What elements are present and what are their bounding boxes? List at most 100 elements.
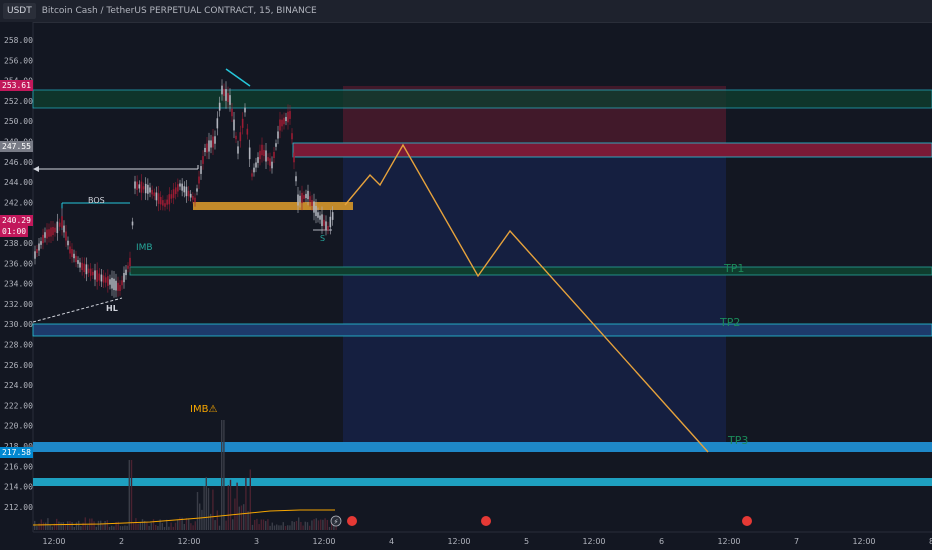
volume-bar [144, 520, 146, 530]
price-tick-label: 216.00 [4, 462, 33, 471]
volume-bar [163, 526, 166, 530]
volume-bar [100, 520, 102, 530]
candle-body [214, 136, 216, 144]
volume-bar [273, 525, 276, 530]
volume-bar [146, 522, 148, 530]
volume-bar [155, 524, 157, 530]
volume-bar [128, 460, 130, 530]
price-tick-label: 250.00 [4, 117, 33, 126]
price-label-247: 247.55 [0, 141, 33, 152]
candle-body [237, 146, 239, 154]
candle-body [269, 158, 271, 166]
candle-body [305, 193, 307, 199]
price-tick-label: 244.00 [4, 178, 33, 187]
volume-bar [45, 522, 47, 530]
candle-body [34, 251, 36, 259]
bos-label: BOS [88, 196, 105, 205]
candle-body [244, 107, 246, 113]
price-tick-label: 224.00 [4, 381, 33, 390]
lightning-icon[interactable] [330, 515, 342, 527]
candle-body [202, 156, 204, 164]
volume-bar [212, 489, 214, 530]
volume-bar [75, 522, 78, 530]
volume-bar [133, 522, 135, 530]
candle-body [87, 268, 90, 273]
candle-body [123, 273, 125, 283]
volume-bar [243, 504, 245, 530]
volume-bar [280, 525, 282, 530]
target-zone [343, 146, 726, 442]
symbol-button[interactable]: USDT [3, 3, 36, 19]
candle-body [287, 111, 289, 123]
imb-label: IMB [136, 243, 153, 253]
volume-bar [174, 522, 177, 530]
time-tick-label: 12:00 [447, 537, 470, 546]
candle-body [315, 205, 317, 217]
zone-tp3 [33, 442, 932, 452]
time-tick-label: 7 [794, 537, 799, 546]
volume-bar [238, 506, 240, 530]
volume-bar [326, 519, 328, 530]
candle-body [52, 226, 54, 236]
news-icon[interactable] [481, 516, 491, 526]
price-tick-label: 234.00 [4, 280, 33, 289]
peak-line [225, 68, 251, 87]
volume-bar [60, 522, 62, 530]
candle-body [77, 260, 79, 264]
candle-body [265, 150, 267, 162]
price-tick-label: 256.00 [4, 56, 33, 65]
candle-body [293, 152, 295, 163]
candle-body [155, 192, 158, 201]
price-tick-label: 258.00 [4, 36, 33, 45]
volume-bar [58, 521, 60, 530]
candle-body [170, 194, 173, 199]
s-label: S [320, 234, 325, 243]
price-tick-label: 238.00 [4, 239, 33, 248]
candle-body [181, 183, 183, 191]
volume-bar [245, 477, 247, 530]
news-icon[interactable] [742, 516, 752, 526]
volume-bar [172, 526, 174, 530]
volume-bar [104, 521, 106, 530]
volume-bar [86, 525, 89, 530]
volume-bar [42, 522, 45, 530]
candle-body [174, 187, 177, 195]
candle-body [79, 262, 81, 268]
candle-body [85, 264, 88, 275]
volume-bar [320, 519, 322, 530]
price-label-current: 240.29 [0, 215, 33, 226]
hl-dashed-line [32, 297, 123, 323]
candle-body [261, 144, 263, 156]
candle-body [138, 184, 141, 189]
symbol-title: Bitcoin Cash / TetherUS PERPETUAL CONTRA… [41, 6, 317, 16]
volume-bar [78, 520, 80, 530]
candle-body [166, 199, 168, 205]
candle-body [40, 241, 42, 245]
volume-bar [64, 524, 67, 530]
volume-bar [276, 524, 278, 530]
candle-body [279, 119, 281, 131]
candle-body [71, 249, 73, 257]
volume-bar [256, 518, 258, 530]
volume-bar [82, 522, 84, 530]
volume-bar [139, 522, 141, 530]
candle-body [317, 212, 319, 218]
volume-bar [309, 525, 311, 530]
candle-body [307, 190, 309, 200]
price-label-current-time: 01:00 [0, 226, 29, 237]
volume-bar [51, 526, 53, 530]
candle-body [241, 118, 244, 128]
zone-tp2 [32, 323, 932, 337]
candle-body [113, 278, 115, 291]
tp1-label: TP1 [723, 262, 744, 275]
volume-bar [102, 524, 104, 530]
candle-body [127, 265, 129, 269]
volume-bar [166, 519, 168, 530]
news-icon[interactable] [347, 516, 357, 526]
volume-ma-line [32, 509, 335, 526]
candle-body [196, 188, 198, 192]
candle-body [38, 243, 40, 251]
volume-bar [71, 522, 73, 530]
candle-body [327, 225, 329, 231]
